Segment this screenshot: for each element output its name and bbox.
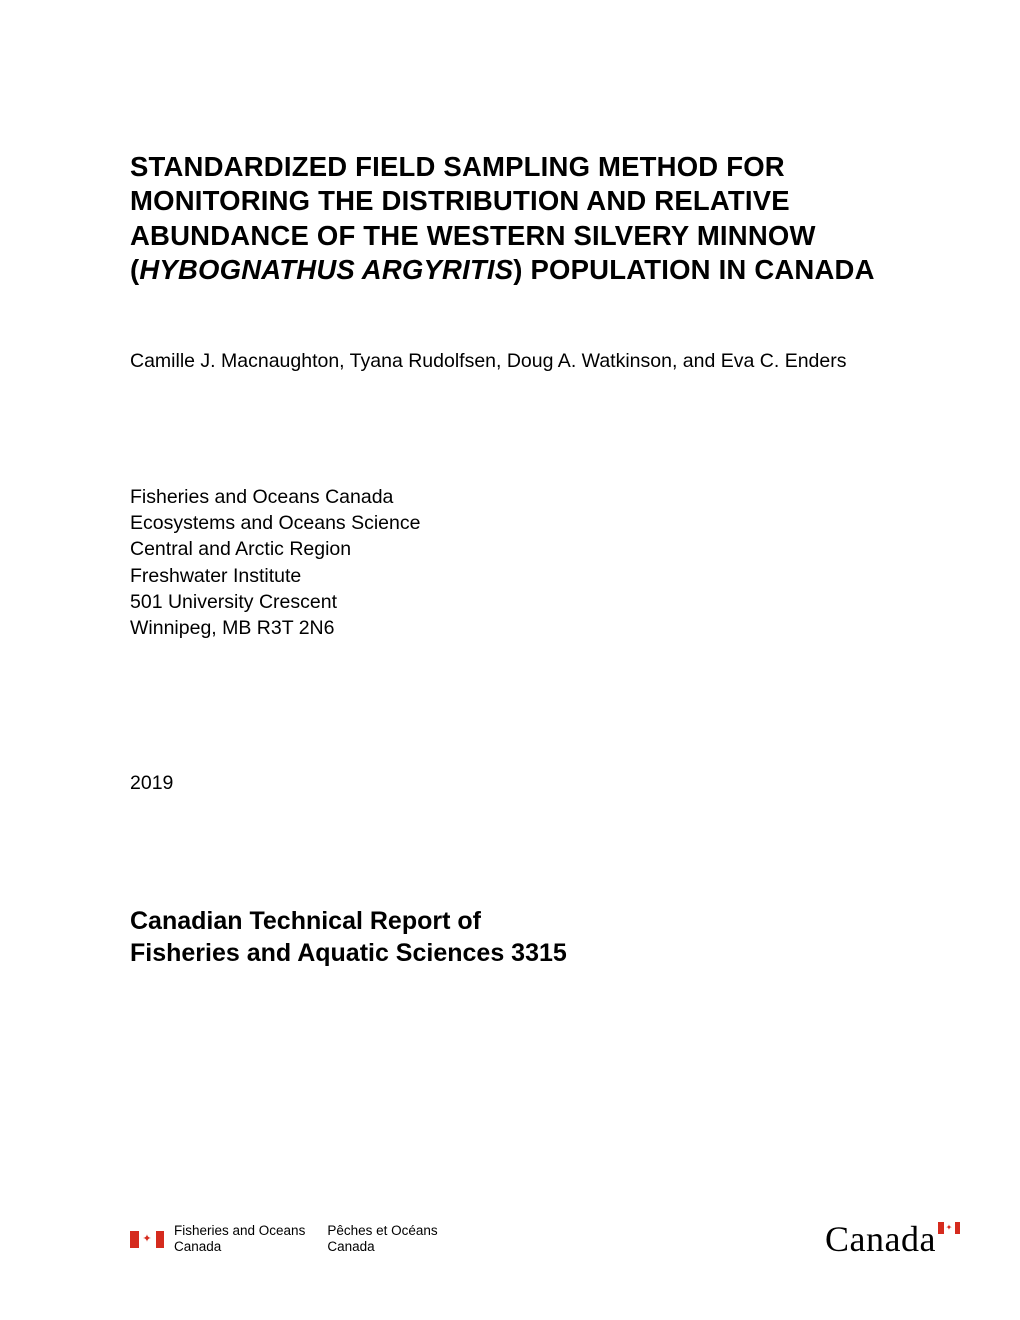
department-english: Fisheries and Oceans Canada bbox=[174, 1223, 305, 1255]
dept-line: Pêches et Océans bbox=[327, 1223, 437, 1239]
affiliation-line: Central and Arctic Region bbox=[130, 536, 890, 562]
report-series: Canadian Technical Report of Fisheries a… bbox=[130, 905, 890, 970]
affiliation-line: Winnipeg, MB R3T 2N6 bbox=[130, 615, 890, 641]
title-text-italic: HYBOGNATHUS ARGYRITIS bbox=[139, 254, 513, 285]
title-text-post: ) POPULATION IN CANADA bbox=[513, 254, 874, 285]
affiliation-line: Ecosystems and Oceans Science bbox=[130, 510, 890, 536]
department-signature: ✦ Fisheries and Oceans Canada Pêches et … bbox=[130, 1223, 438, 1255]
canada-flag-icon: ✦ bbox=[130, 1231, 164, 1248]
authors: Camille J. Macnaughton, Tyana Rudolfsen,… bbox=[130, 348, 890, 374]
affiliation-line: Fisheries and Oceans Canada bbox=[130, 484, 890, 510]
affiliation-block: Fisheries and Oceans Canada Ecosystems a… bbox=[130, 484, 890, 642]
affiliation-line: Freshwater Institute bbox=[130, 563, 890, 589]
department-french: Pêches et Océans Canada bbox=[327, 1223, 437, 1255]
document-title: STANDARDIZED FIELD SAMPLING METHOD FOR M… bbox=[130, 150, 890, 288]
affiliation-line: 501 University Crescent bbox=[130, 589, 890, 615]
dept-line: Canada bbox=[174, 1239, 305, 1255]
dept-line: Canada bbox=[327, 1239, 437, 1255]
footer: ✦ Fisheries and Oceans Canada Pêches et … bbox=[130, 1218, 960, 1260]
canada-wordmark: Canada ✦ bbox=[825, 1218, 960, 1260]
dept-line: Fisheries and Oceans bbox=[174, 1223, 305, 1239]
department-text: Fisheries and Oceans Canada Pêches et Oc… bbox=[174, 1223, 438, 1255]
series-line: Fisheries and Aquatic Sciences 3315 bbox=[130, 937, 890, 970]
wordmark-text: Canada bbox=[825, 1218, 936, 1260]
canada-flag-icon: ✦ bbox=[938, 1222, 960, 1234]
series-line: Canadian Technical Report of bbox=[130, 905, 890, 938]
publication-year: 2019 bbox=[130, 772, 890, 795]
